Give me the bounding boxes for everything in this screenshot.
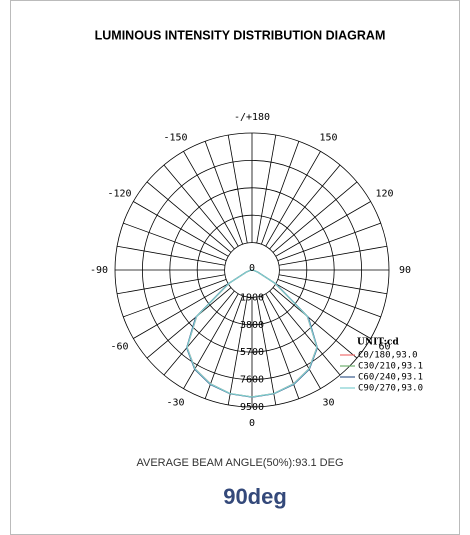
theta-tick-label: -120 — [107, 189, 131, 200]
theta-tick-label: 120 — [375, 189, 393, 200]
r-tick-label: 0 — [249, 263, 255, 274]
theta-tick-label: -/+180 — [234, 112, 270, 123]
grid-spoke — [269, 290, 341, 376]
beam-angle-value: 90deg — [223, 484, 287, 509]
legend-label: C0/180,93.0 — [358, 351, 418, 361]
unit-label: UNIT:cd — [357, 338, 399, 348]
theta-tick-label: 150 — [319, 132, 337, 143]
grid-spoke — [133, 201, 229, 257]
grid-spoke — [183, 293, 239, 389]
theta-tick-label: -30 — [166, 398, 184, 409]
theta-tick-label: 30 — [322, 398, 334, 409]
theta-tick-label: 60 — [378, 342, 390, 353]
grid-spoke — [277, 222, 381, 262]
grid-spoke — [260, 295, 300, 399]
r-tick-label: 7600 — [240, 375, 264, 386]
grid-spoke — [256, 135, 277, 244]
r-tick-label: 9500 — [240, 402, 264, 413]
grid-spoke — [123, 278, 227, 318]
grid-spoke — [278, 274, 387, 295]
grid-spoke — [272, 287, 358, 359]
legend-label: C90/270,93.0 — [358, 384, 423, 394]
grid-spoke — [265, 293, 321, 389]
grid-spoke — [163, 164, 235, 250]
theta-tick-label: 0 — [249, 418, 255, 429]
grid-spoke — [256, 296, 277, 405]
chart-title: LUMINOUS INTENSITY DISTRIBUTION DIAGRAM — [95, 28, 386, 42]
grid-spoke — [204, 141, 244, 245]
grid-spoke — [260, 141, 300, 245]
frame — [10, 0, 460, 535]
r-tick-label: 3800 — [240, 320, 264, 331]
grid-spoke — [277, 278, 381, 318]
grid-spoke — [227, 135, 248, 244]
grid-spoke — [278, 245, 387, 266]
theta-tick-label: -150 — [163, 132, 187, 143]
grid-spoke — [275, 283, 371, 339]
grid-spoke — [265, 151, 321, 247]
grid-spoke — [146, 181, 232, 253]
grid-spoke — [275, 201, 371, 257]
grid-spoke — [117, 245, 226, 266]
grid-spoke — [133, 283, 229, 339]
theta-tick-label: -90 — [90, 265, 108, 276]
r-tick-label: 1900 — [240, 292, 264, 303]
series-curve — [186, 269, 318, 398]
beam-angle-text: AVERAGE BEAM ANGLE(50%):93.1 DEG — [136, 457, 343, 469]
grid-spoke — [272, 181, 358, 253]
theta-tick-label: -60 — [110, 342, 128, 353]
grid-spoke — [146, 287, 232, 359]
legend-label: C30/210,93.1 — [358, 362, 423, 372]
grid-spoke — [269, 164, 341, 250]
grid-spoke — [227, 296, 248, 405]
grid-spoke — [123, 222, 227, 262]
grid-spoke — [117, 274, 226, 295]
r-tick-label: 5700 — [240, 347, 264, 358]
grid-spoke — [204, 295, 244, 399]
theta-tick-label: 90 — [399, 265, 411, 276]
grid-spoke — [183, 151, 239, 247]
grid-spoke — [163, 290, 235, 376]
legend-label: C60/240,93.1 — [358, 373, 423, 383]
